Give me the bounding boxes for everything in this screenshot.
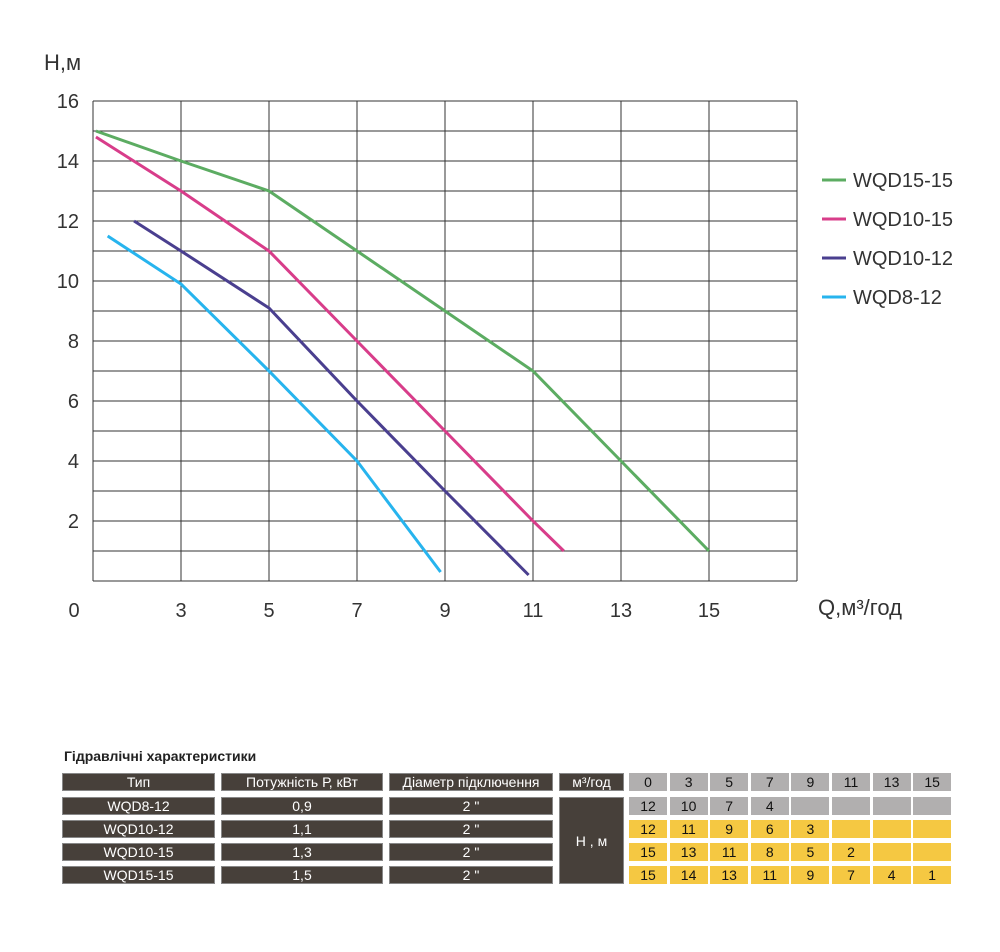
power-cell: 1,5 — [221, 866, 383, 884]
head-label-cell: Н , м — [559, 797, 624, 884]
column-header: Діаметр підключення — [389, 773, 553, 791]
x-tick-label: 3 — [175, 600, 186, 622]
y-tick-label: 10 — [57, 271, 79, 293]
head-value-cell — [872, 843, 911, 861]
x-tick-label: 9 — [439, 600, 450, 622]
model-cell: WQD10-12 — [62, 820, 215, 838]
y-zero-label: 0 — [68, 600, 79, 622]
legend-label: WQD15-15 — [853, 170, 953, 192]
diameter-cell: 2 " — [389, 866, 553, 884]
series-line-wqd15-15 — [95, 129, 711, 553]
x-tick-label: 15 — [698, 600, 720, 622]
legend-label: WQD10-12 — [853, 248, 953, 270]
y-tick-label: 14 — [57, 151, 79, 173]
head-value-cell: 11 — [669, 820, 708, 838]
head-value-cell: 15 — [629, 843, 667, 861]
series-line-wqd8-12 — [106, 234, 442, 573]
head-value-cell: 12 — [629, 820, 667, 838]
head-value-cell — [913, 843, 952, 861]
head-value-cell: 4 — [872, 866, 911, 884]
head-flow-chart: H,м 0 Q,м³/год 3 5 7 9 11 13 15 2 4 6 8 10 12 14 16 WQD… — [44, 50, 953, 622]
head-value-cell: 9 — [710, 820, 749, 838]
series-line-wqd10-15 — [95, 135, 565, 553]
head-value-cell: 6 — [750, 820, 789, 838]
head-value-cell — [832, 820, 870, 838]
head-value-cell — [832, 797, 870, 815]
diameter-cell: 2 " — [389, 843, 553, 861]
y-tick-label: 8 — [68, 331, 79, 353]
head-value-cell: 1 — [913, 866, 952, 884]
head-value-cell: 4 — [750, 797, 789, 815]
head-value-cell — [913, 797, 952, 815]
head-value-cell — [872, 820, 911, 838]
x-axis-label: Q,м³/год — [818, 595, 902, 620]
flow-header-cell: 13 — [872, 773, 911, 791]
flow-header-cell: 3 — [669, 773, 708, 791]
flow-header-cell: 9 — [791, 773, 830, 791]
column-header: Тип — [62, 773, 215, 791]
table-title: Гідравлічні характеристики — [64, 748, 257, 764]
y-tick-label: 6 — [68, 391, 79, 413]
x-tick-label: 11 — [523, 600, 544, 622]
flow-header-cell: 11 — [832, 773, 870, 791]
flow-header-cell: 7 — [750, 773, 789, 791]
legend-label: WQD10-15 — [853, 209, 953, 231]
head-value-cell: 9 — [791, 866, 830, 884]
y-tick-label: 4 — [68, 451, 79, 473]
head-value-cell: 12 — [629, 797, 667, 815]
head-value-cell: 7 — [832, 866, 870, 884]
power-cell: 1,3 — [221, 843, 383, 861]
model-cell: WQD15-15 — [62, 866, 215, 884]
y-tick-label: 16 — [57, 91, 79, 113]
y-axis-label: H,м — [44, 50, 81, 75]
power-cell: 1,1 — [221, 820, 383, 838]
x-tick-label: 13 — [610, 600, 632, 622]
head-value-cell — [791, 797, 830, 815]
model-cell: WQD10-15 — [62, 843, 215, 861]
head-value-cell — [913, 820, 952, 838]
diameter-cell: 2 " — [389, 797, 553, 815]
head-value-cell: 8 — [750, 843, 789, 861]
head-value-cell: 13 — [669, 843, 708, 861]
flow-header-cell: 0 — [629, 773, 667, 791]
head-value-cell: 13 — [710, 866, 749, 884]
x-tick-label: 5 — [263, 600, 274, 622]
y-tick-label: 12 — [57, 211, 79, 233]
head-value-cell: 10 — [669, 797, 708, 815]
legend-label: WQD8-12 — [853, 287, 942, 309]
x-tick-label: 7 — [351, 600, 362, 622]
head-value-cell: 5 — [791, 843, 830, 861]
head-value-cell: 3 — [791, 820, 830, 838]
head-value-cell — [872, 797, 911, 815]
power-cell: 0,9 — [221, 797, 383, 815]
head-value-cell: 11 — [750, 866, 789, 884]
head-value-cell: 2 — [832, 843, 870, 861]
diameter-cell: 2 " — [389, 820, 553, 838]
model-cell: WQD8-12 — [62, 797, 215, 815]
head-value-cell: 11 — [710, 843, 749, 861]
head-value-cell: 15 — [629, 866, 667, 884]
head-value-cell: 7 — [710, 797, 749, 815]
column-header: м³/год — [559, 773, 624, 791]
flow-header-cell: 15 — [913, 773, 952, 791]
series-line-wqd10-12 — [133, 219, 530, 577]
y-tick-label: 2 — [68, 511, 79, 533]
column-header: Потужність Р, кВт — [221, 773, 383, 791]
flow-header-cell: 5 — [710, 773, 749, 791]
head-value-cell: 14 — [669, 866, 708, 884]
